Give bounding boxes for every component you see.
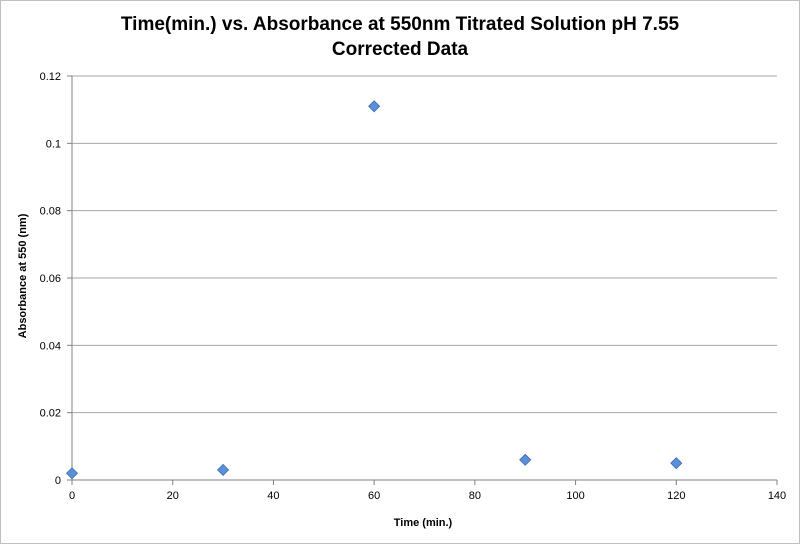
chart-title-line-2: Corrected Data: [331, 39, 469, 60]
y-tick-label-4: 0.08: [40, 206, 61, 218]
chart-title-line-1: Time(min.) vs. Absorbance at 550nm Titra…: [120, 14, 680, 35]
x-axis-label: Time (min.): [394, 517, 453, 529]
x-tick-label-3: 60: [368, 490, 380, 502]
x-tick-label-0: 0: [69, 490, 75, 502]
data-point-0-0: [65, 467, 79, 480]
y-tick-label-0: 0: [55, 475, 61, 487]
x-tick-labels: 0 20 40 60 80 100 120 140: [69, 490, 786, 502]
x-tick-label-6: 120: [667, 490, 685, 502]
y-tick-label-2: 0.04: [40, 340, 61, 352]
chart-title: Time(min.) vs. Absorbance at 550nm Titra…: [0, 12, 800, 62]
x-tick-label-1: 20: [167, 490, 179, 502]
x-tick-label-7: 140: [768, 490, 786, 502]
y-axis-label: Absorbance at 550 (nm): [17, 213, 29, 338]
axes: [67, 75, 778, 485]
gridlines: [72, 75, 777, 414]
x-tick-label-4: 80: [469, 490, 481, 502]
y-tick-label-6: 0.12: [40, 71, 61, 83]
data-points: [65, 100, 683, 480]
data-point-0-2: [368, 100, 381, 113]
data-point-0-4: [670, 457, 683, 470]
x-tick-label-2: 40: [267, 490, 279, 502]
y-tick-label-3: 0.06: [40, 273, 61, 285]
y-tick-label-5: 0.1: [46, 138, 61, 150]
data-point-0-1: [217, 463, 230, 476]
x-tick-label-5: 100: [566, 490, 584, 502]
y-tick-labels: 0 0.02 0.04 0.06 0.08 0.1 0.12: [40, 71, 61, 487]
data-point-0-3: [519, 453, 532, 466]
y-tick-label-1: 0.02: [40, 408, 61, 420]
